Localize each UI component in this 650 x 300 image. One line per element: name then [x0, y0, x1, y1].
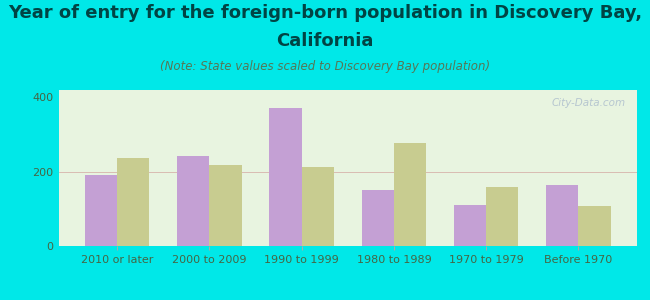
Bar	[394, 143, 426, 246]
Bar	[454, 205, 486, 246]
Legend: Discovery Bay, California: Discovery Bay, California	[224, 296, 472, 300]
Text: City-Data.com: City-Data.com	[551, 98, 625, 108]
Bar	[302, 167, 334, 246]
Text: California: California	[276, 32, 374, 50]
Text: (Note: State values scaled to Discovery Bay population): (Note: State values scaled to Discovery …	[160, 60, 490, 73]
Bar	[117, 158, 150, 246]
Bar	[84, 176, 117, 246]
Bar	[361, 190, 394, 246]
Bar	[269, 108, 302, 246]
Text: Year of entry for the foreign-born population in Discovery Bay,: Year of entry for the foreign-born popul…	[8, 4, 642, 22]
Bar	[177, 156, 209, 246]
Bar	[546, 185, 578, 246]
Bar	[578, 206, 611, 246]
Bar	[486, 187, 519, 246]
Bar	[209, 165, 242, 246]
